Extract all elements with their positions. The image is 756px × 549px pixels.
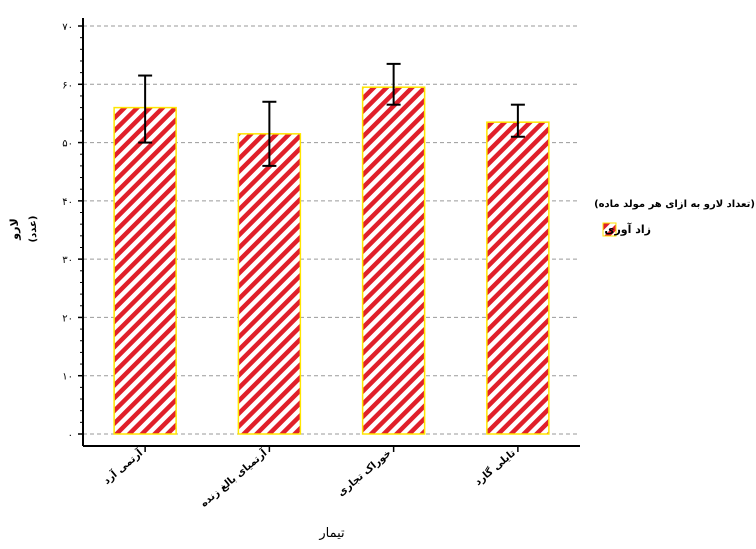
legend: (تعداد لارو به ازای هر مولد ماده) زاد آو… bbox=[594, 199, 755, 237]
y-axis-title: لارو bbox=[8, 218, 21, 240]
legend-title: (تعداد لارو به ازای هر مولد ماده) bbox=[594, 199, 755, 210]
x-tick-label: تایلی گارد bbox=[472, 446, 518, 488]
bar bbox=[361, 86, 426, 435]
y-axis-unit: (عدد) bbox=[28, 216, 39, 243]
bar bbox=[113, 106, 177, 435]
y-tick-label: ۷۰ bbox=[62, 22, 73, 33]
x-axis-title: تیمار bbox=[318, 526, 345, 541]
bar bbox=[237, 133, 302, 435]
y-tick-label: ۶۰ bbox=[62, 80, 73, 91]
y-tick-label: ۳۰ bbox=[62, 255, 73, 266]
legend-swatch bbox=[602, 222, 617, 237]
axis-labels: تیمار لارو (عدد) bbox=[8, 216, 345, 541]
x-tick-label: آرتمیای بالغ زنده bbox=[197, 446, 269, 510]
y-tick-label: ۰ bbox=[68, 430, 73, 441]
y-tick-label: ۵۰ bbox=[62, 139, 73, 150]
bar bbox=[486, 121, 550, 435]
x-tick-label: آرتمی آرد bbox=[100, 446, 145, 487]
legend-entry-label: زاد آوری bbox=[604, 222, 651, 236]
x-tick-label: خوراک تجاری bbox=[336, 448, 394, 499]
y-tick-label: ۱۰ bbox=[62, 372, 73, 383]
y-tick-label: ۲۰ bbox=[62, 313, 73, 324]
bars bbox=[113, 62, 550, 435]
y-tick-label: ۴۰ bbox=[62, 197, 73, 208]
